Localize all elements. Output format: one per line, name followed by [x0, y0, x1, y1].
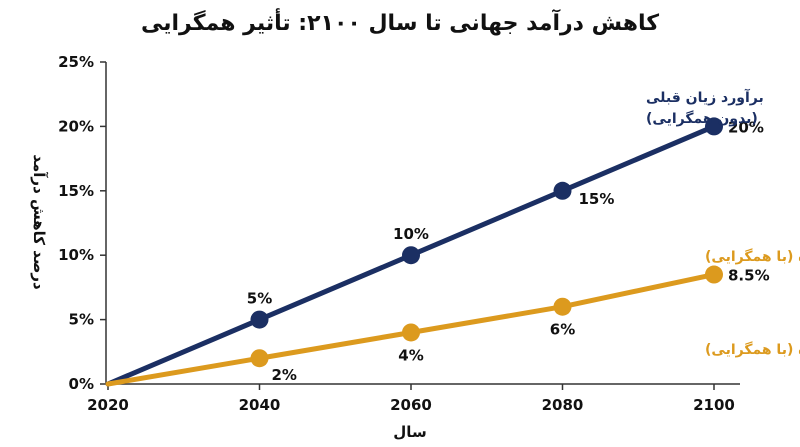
data-label: 8.5%	[728, 267, 770, 285]
x-tick-label: 2040	[239, 396, 281, 414]
x-tick-label: 2100	[693, 396, 735, 414]
data-point-1	[250, 349, 269, 368]
x-tick-label: 2080	[542, 396, 584, 414]
chart-title: کاهش درآمد جهانی تا سال ۲۱۰۰: تأثیر همگر…	[141, 7, 659, 36]
annotation-text: برآورد زیان بازنگری شده (با همگرایی)	[705, 247, 800, 265]
x-ticks: 2020 2040 2060 2080 2100	[87, 384, 735, 414]
y-tick-label: 20%	[58, 117, 94, 135]
x-axis-label: سال	[393, 423, 426, 441]
annotation-text: برآورد زیان بازنگری شده (با همگرایی)	[705, 340, 800, 358]
data-point-1	[705, 265, 723, 284]
data-point-1	[553, 297, 572, 316]
data-point-0	[553, 181, 572, 200]
annotation-text: (بدون همگرایی)	[646, 110, 758, 127]
data-point-0	[705, 117, 723, 136]
data-label: 6%	[550, 321, 575, 339]
y-tick-label: 5%	[69, 311, 94, 329]
data-point-0	[250, 310, 269, 329]
data-label: 20%	[728, 118, 764, 136]
y-tick-label: 25%	[58, 53, 94, 71]
annotation-text: برآورد زیان قبلی	[646, 88, 764, 106]
data-label: 4%	[398, 346, 423, 364]
data-label: 10%	[393, 225, 429, 243]
y-tick-label: 0%	[69, 375, 94, 393]
data-labels: 5% 10% 15% 20% 2% 4% 6% 8.5%	[247, 118, 770, 384]
annotations: برآورد زیان قبلی (بدون همگرایی) برآورد زیا…	[646, 88, 800, 358]
data-label: 2%	[272, 366, 297, 384]
y-tick-label: 10%	[58, 246, 94, 264]
data-label: 5%	[247, 290, 272, 308]
data-point-1	[402, 323, 420, 342]
y-tick-label: 15%	[58, 182, 94, 200]
y-axis-label: درصد کاهش درآمد	[30, 154, 48, 290]
data-label: 15%	[579, 190, 615, 208]
data-point-0	[402, 246, 420, 265]
x-tick-label: 2020	[87, 396, 129, 414]
x-tick-label: 2060	[390, 396, 432, 414]
series-layer	[105, 117, 723, 387]
y-ticks: 0% 5% 10% 15% 20% 25%	[58, 53, 106, 393]
